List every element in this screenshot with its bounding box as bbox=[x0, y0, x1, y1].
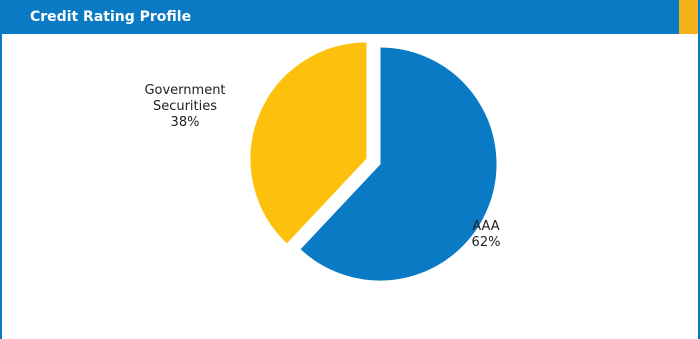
pie-chart: AAA 62% Government Securities 38% bbox=[144, 41, 501, 282]
slice-label-line: Government bbox=[144, 83, 225, 98]
slice-label-line: 62% bbox=[472, 235, 501, 250]
slice-label-0: AAA 62% bbox=[472, 219, 501, 250]
pie-slice-1 bbox=[249, 41, 368, 245]
panel-header: Credit Rating Profile bbox=[2, 0, 679, 34]
panel-title: Credit Rating Profile bbox=[30, 9, 192, 25]
slice-label-line: 38% bbox=[171, 115, 200, 130]
pie-slice-0 bbox=[299, 46, 498, 282]
slice-label-1: Government Securities 38% bbox=[144, 83, 225, 130]
slice-label-line: AAA bbox=[472, 219, 500, 234]
header-accent bbox=[679, 0, 698, 34]
slice-label-line: Securities bbox=[153, 99, 217, 114]
